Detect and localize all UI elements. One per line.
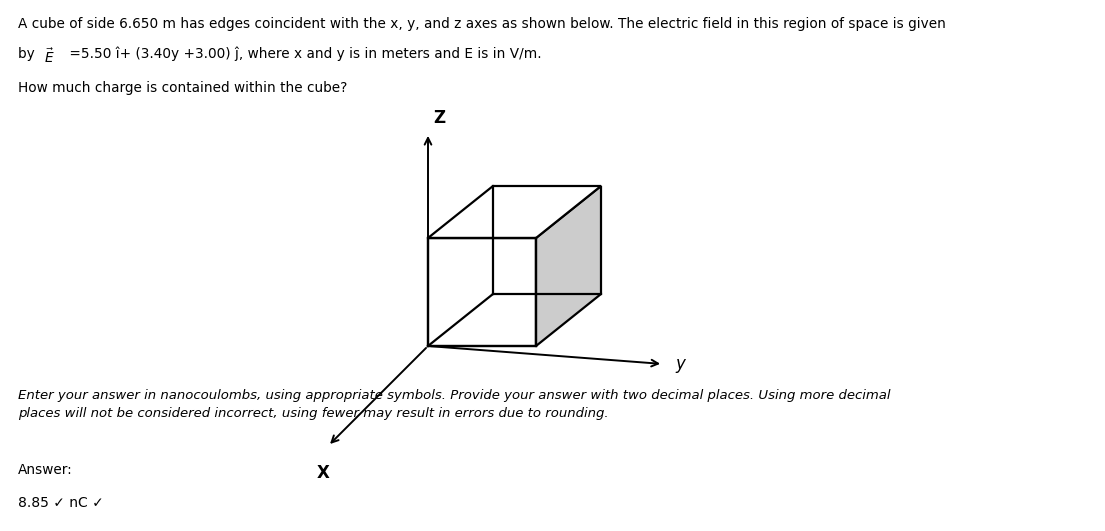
Text: $\vec{E}$: $\vec{E}$ — [43, 47, 54, 66]
Text: Z: Z — [433, 109, 445, 127]
Text: Answer:: Answer: — [18, 463, 73, 477]
Text: =5.50 î+ (3.40y +3.00) ĵ, where x and y is in meters and E is in V/m.: =5.50 î+ (3.40y +3.00) ĵ, where x and y … — [65, 47, 541, 62]
Text: A cube of side 6.650 m has edges coincident with the x, y, and z axes as shown b: A cube of side 6.650 m has edges coincid… — [18, 17, 946, 31]
Text: X: X — [316, 464, 329, 482]
Text: 8.85 ✓ nC ✓: 8.85 ✓ nC ✓ — [18, 496, 104, 510]
Text: Enter your answer in nanocoulombs, using appropriate symbols. Provide your answe: Enter your answer in nanocoulombs, using… — [18, 389, 891, 419]
Polygon shape — [428, 238, 536, 346]
Text: How much charge is contained within the cube?: How much charge is contained within the … — [18, 81, 347, 95]
Polygon shape — [536, 186, 601, 346]
Text: y: y — [675, 355, 685, 373]
Polygon shape — [428, 186, 601, 238]
Text: by: by — [18, 47, 39, 61]
